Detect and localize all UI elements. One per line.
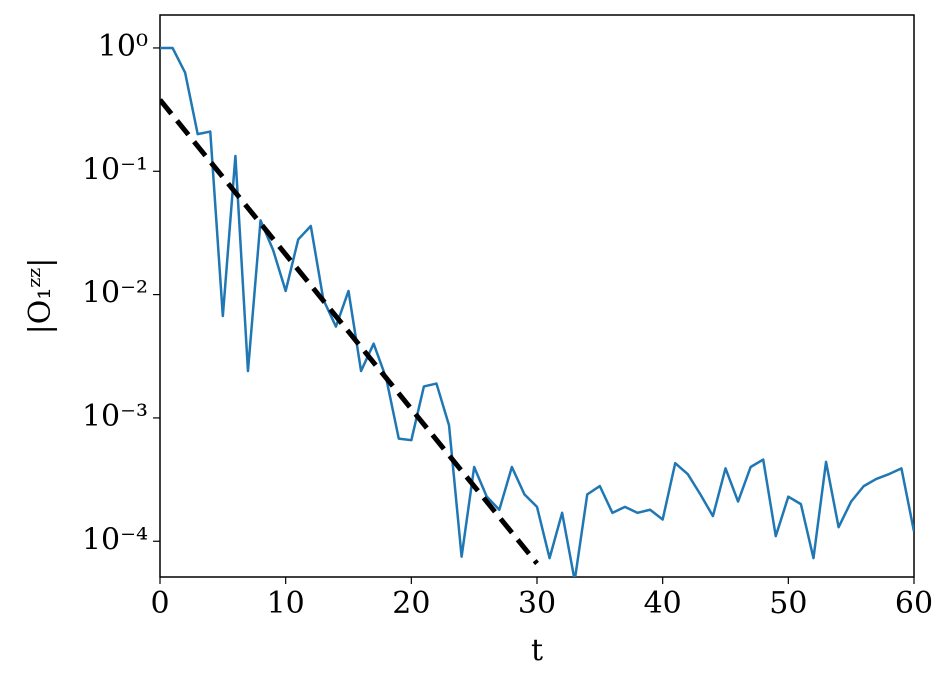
x-tick-label: 60 [895, 586, 933, 621]
x-tick-label: 10 [267, 586, 305, 621]
y-axis-label: |O₁ᶻᶻ| [23, 258, 58, 335]
plot-frame [159, 14, 915, 578]
y-tick-label: 10⁻³ [82, 399, 148, 434]
y-tick-label: 10⁻² [82, 276, 148, 311]
fit-line [160, 98, 539, 566]
x-tick-label: 40 [644, 586, 682, 621]
y-tick-label: 10⁻⁴ [82, 522, 148, 557]
plot-area [160, 46, 914, 577]
x-tick-label: 50 [769, 586, 807, 621]
x-tick-label: 20 [392, 586, 430, 621]
y-tick-label: 10⁻¹ [82, 152, 148, 187]
y-tick-label: 10⁰ [98, 29, 148, 64]
x-axis-label: t [531, 633, 543, 668]
x-tick-label: 30 [518, 586, 556, 621]
x-tick-label: 0 [150, 586, 169, 621]
data-line [160, 46, 914, 577]
